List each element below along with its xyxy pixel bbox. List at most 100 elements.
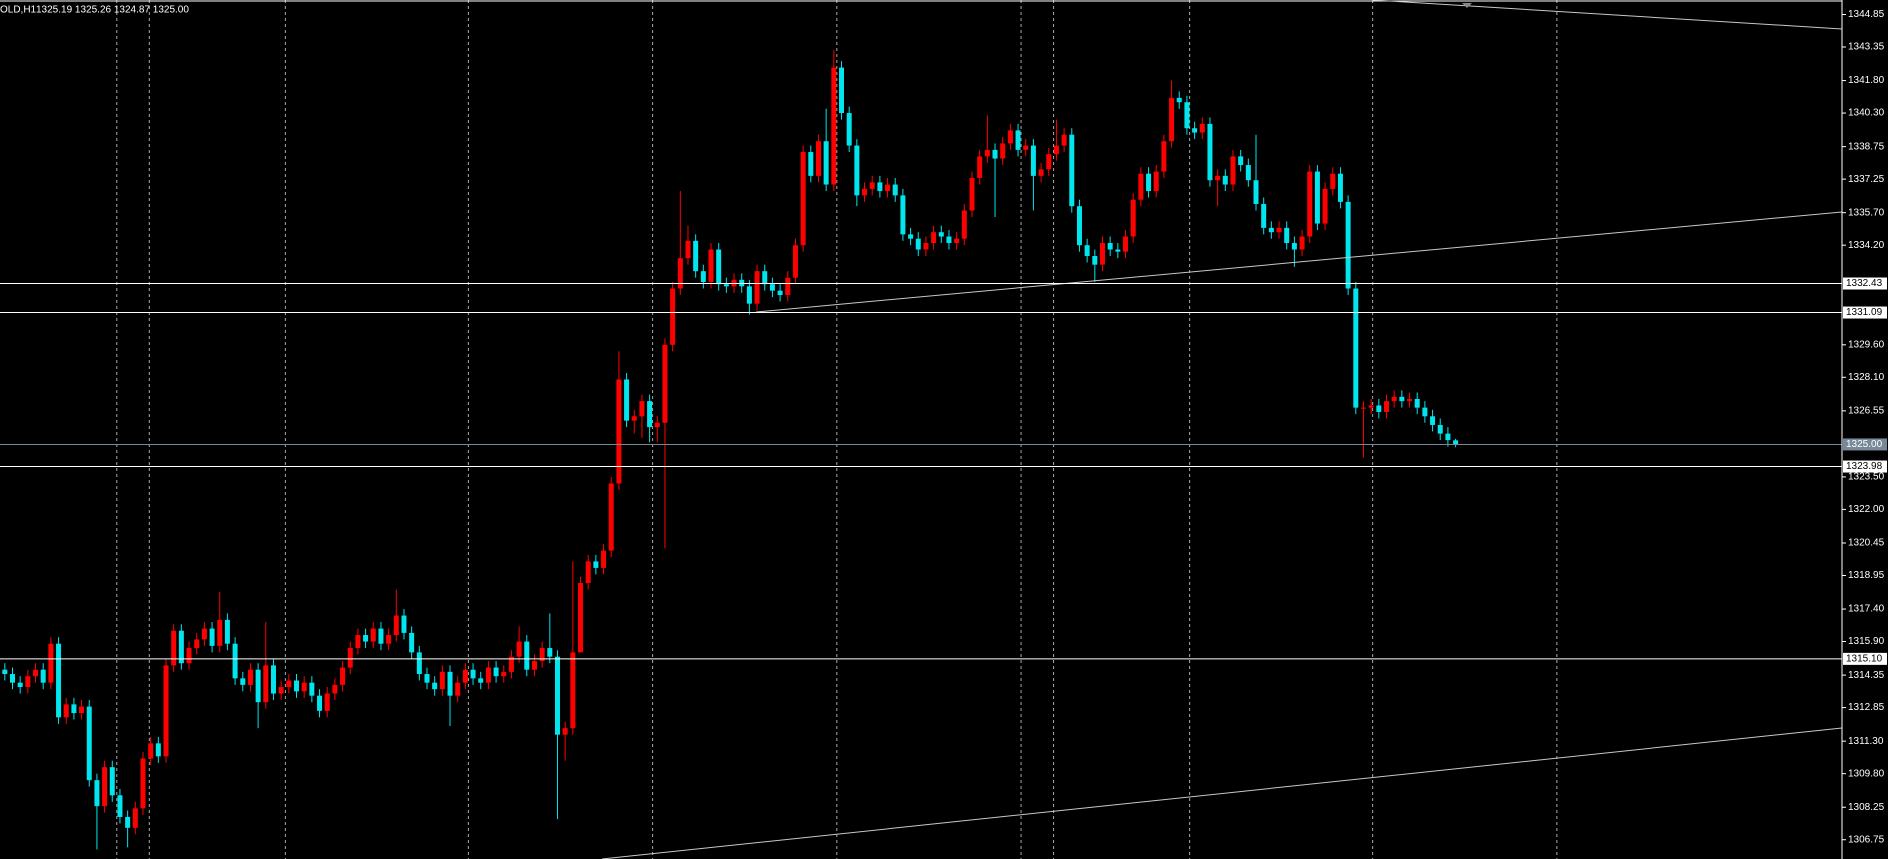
candle-body	[885, 184, 891, 192]
y-tick-label: 1312.85	[1848, 702, 1885, 713]
candle-body	[1146, 173, 1152, 192]
candle-body	[846, 113, 852, 146]
candle-body	[716, 249, 722, 285]
candle-body	[501, 671, 507, 677]
candle-body	[762, 271, 768, 285]
candle-body	[624, 379, 630, 421]
level-label-box	[1843, 460, 1887, 473]
candle-body	[554, 656, 560, 735]
candle-body	[1007, 130, 1013, 144]
candle-body	[2, 669, 8, 675]
candle-body	[1169, 97, 1175, 142]
candle-body	[1230, 156, 1236, 185]
candle-body	[102, 767, 108, 807]
candle-body	[1023, 145, 1029, 150]
candle-body	[823, 141, 829, 185]
candle-body	[340, 667, 346, 685]
candle-body	[792, 245, 798, 278]
candle-body	[1407, 398, 1413, 402]
candle-body	[1330, 173, 1336, 189]
candle-body	[48, 643, 54, 683]
candle-body	[79, 706, 85, 714]
candle-body	[961, 210, 967, 239]
candle-body	[931, 232, 937, 244]
candle-body	[1299, 236, 1305, 250]
candle-body	[601, 550, 607, 568]
y-tick-label: 1314.35	[1848, 670, 1885, 681]
candle-body	[1268, 227, 1274, 233]
y-tick-label: 1341.80	[1848, 75, 1885, 86]
candle-body	[1184, 102, 1190, 129]
levels: 1332.43 1331.09 1323.98 1315.10 1325.00	[0, 277, 1887, 665]
candle-body	[386, 635, 392, 644]
candle-body	[9, 674, 15, 683]
level-label: 1323.98	[1846, 461, 1883, 472]
day-separators	[116, 0, 1558, 859]
candle-body	[1107, 243, 1113, 250]
candle-body	[585, 561, 591, 584]
trendline	[755, 211, 1843, 313]
symbol: OLD,H1	[0, 5, 37, 16]
candle-body	[1207, 123, 1213, 181]
level-label: 1315.10	[1846, 654, 1883, 665]
candle-body	[1276, 227, 1282, 233]
candle-body	[723, 284, 729, 287]
candle-body	[278, 687, 284, 694]
candle-body	[25, 676, 31, 688]
candle-body	[923, 243, 929, 250]
candle-body	[1414, 398, 1420, 408]
candle-body	[470, 669, 476, 679]
candle-body	[1084, 245, 1090, 257]
candle-body	[547, 648, 553, 657]
candle-body	[1000, 143, 1006, 159]
candle-body	[670, 288, 676, 345]
candle-body	[1130, 199, 1136, 237]
candle-body	[347, 648, 353, 668]
candle-body	[317, 695, 323, 711]
y-tick-label: 1326.55	[1848, 406, 1885, 417]
candle-body	[1307, 171, 1313, 237]
candle-body	[685, 240, 691, 259]
candle-body	[63, 704, 69, 718]
candle-body	[608, 483, 614, 551]
candle-body	[854, 145, 860, 196]
candle-body	[240, 678, 246, 685]
candle-body	[1199, 123, 1205, 133]
candle-body	[839, 67, 845, 114]
candle-body	[217, 619, 223, 646]
level-label-box	[1843, 277, 1887, 290]
trendline	[1372, 0, 1843, 30]
candle-body	[424, 674, 430, 683]
candle-body	[984, 149, 990, 157]
candle-body	[1053, 145, 1059, 155]
candle-body	[1437, 424, 1443, 434]
candle-body	[232, 643, 238, 679]
candle-body	[416, 652, 422, 675]
candle-body	[1445, 433, 1451, 441]
candle-body	[1261, 204, 1267, 228]
candle-body	[1123, 236, 1129, 252]
candle-body	[194, 639, 200, 649]
candle-body	[677, 258, 683, 289]
candle-body	[33, 669, 39, 677]
candle-body	[539, 648, 545, 662]
candle-body	[1360, 407, 1366, 409]
candle-body	[1038, 169, 1044, 176]
candle-body	[117, 795, 123, 817]
candle-body	[378, 628, 384, 644]
candle-body	[915, 238, 921, 250]
candle-body	[1422, 407, 1428, 417]
candle-body	[1368, 405, 1374, 408]
candle-body	[201, 628, 207, 640]
candle-body	[155, 743, 161, 757]
candle-body	[1291, 243, 1297, 250]
candle-body	[255, 669, 261, 703]
price-axis: 1344.85 1343.35 1341.80 1340.30 1338.75 1337.…	[1842, 9, 1885, 845]
y-tick-label: 1335.70	[1848, 207, 1885, 218]
candle-body	[815, 141, 821, 176]
candle-body	[808, 152, 814, 176]
ohlc-readout: 1325.19 1325.26 1324.87 1325.00	[36, 5, 189, 16]
candle-body	[140, 758, 146, 809]
candle-body	[56, 643, 62, 718]
